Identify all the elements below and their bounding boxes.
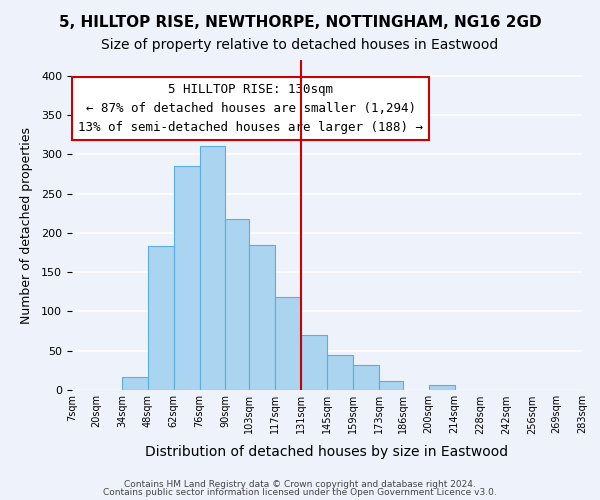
Bar <box>122 376 148 390</box>
Bar <box>353 365 379 390</box>
Text: 5, HILLTOP RISE, NEWTHORPE, NOTTINGHAM, NG16 2GD: 5, HILLTOP RISE, NEWTHORPE, NOTTINGHAM, … <box>59 15 541 30</box>
Bar <box>173 166 199 390</box>
Bar <box>327 354 353 390</box>
Bar <box>226 218 250 390</box>
X-axis label: Distribution of detached houses by size in Eastwood: Distribution of detached houses by size … <box>145 444 509 458</box>
Bar <box>199 146 226 390</box>
Bar <box>428 386 455 390</box>
Bar <box>148 246 173 390</box>
Bar <box>301 335 327 390</box>
Text: 5 HILLTOP RISE: 130sqm
← 87% of detached houses are smaller (1,294)
13% of semi-: 5 HILLTOP RISE: 130sqm ← 87% of detached… <box>78 83 423 134</box>
Text: Contains HM Land Registry data © Crown copyright and database right 2024.: Contains HM Land Registry data © Crown c… <box>124 480 476 489</box>
Text: Size of property relative to detached houses in Eastwood: Size of property relative to detached ho… <box>101 38 499 52</box>
Bar <box>379 382 403 390</box>
Y-axis label: Number of detached properties: Number of detached properties <box>20 126 33 324</box>
Text: Contains public sector information licensed under the Open Government Licence v3: Contains public sector information licen… <box>103 488 497 497</box>
Bar <box>250 244 275 390</box>
Bar <box>275 298 301 390</box>
